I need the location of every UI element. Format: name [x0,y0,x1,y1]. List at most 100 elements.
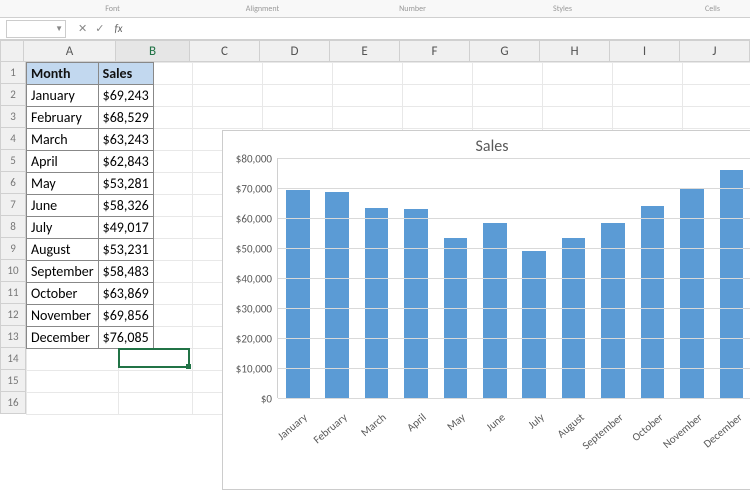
column-header-A[interactable]: A [24,40,116,62]
cell-sales[interactable]: $69,243 [98,85,153,107]
ribbon-group-label [450,4,525,17]
cell-month[interactable]: December [27,327,99,349]
cell-month[interactable]: July [27,217,99,239]
chart-xlabel: July [526,411,547,432]
cell-sales[interactable]: $53,281 [98,173,153,195]
cell-sales[interactable]: $62,843 [98,151,153,173]
cell-sales[interactable]: $58,326 [98,195,153,217]
row-header-4[interactable]: 4 [0,128,26,150]
chart-bar[interactable] [720,170,744,398]
row-headers: 12345678910111213141516 [0,62,26,414]
cell-sales[interactable]: $63,869 [98,283,153,305]
row-header-2[interactable]: 2 [0,84,26,106]
chart-bar[interactable] [365,208,389,398]
cell-month[interactable]: May [27,173,99,195]
column-header-C[interactable]: C [190,40,260,62]
cell-month[interactable]: April [27,151,99,173]
column-header-F[interactable]: F [400,40,470,62]
table-row[interactable]: September$58,483 [27,261,154,283]
cell-month[interactable]: February [27,107,99,129]
table-row[interactable]: July$49,017 [27,217,154,239]
chart-title: Sales [223,131,750,158]
column-header-J[interactable]: J [680,40,750,62]
chart-xlabel: January [275,411,310,443]
row-header-11[interactable]: 11 [0,282,26,304]
chart-plot-area: $0$10,000$20,000$30,000$40,000$50,000$60… [277,158,750,398]
table-row[interactable]: April$62,843 [27,151,154,173]
sales-chart[interactable]: Sales $0$10,000$20,000$30,000$40,000$50,… [222,130,750,490]
chart-bar[interactable] [680,188,704,398]
chart-gridline: $20,000 [278,338,750,339]
row-header-12[interactable]: 12 [0,304,26,326]
column-headers: ABCDEFGHIJ [0,40,750,62]
table-row[interactable]: June$58,326 [27,195,154,217]
cell-month[interactable]: November [27,305,99,327]
row-header-10[interactable]: 10 [0,260,26,282]
chart-bar[interactable] [641,206,665,398]
table-row[interactable]: May$53,281 [27,173,154,195]
column-header-D[interactable]: D [260,40,330,62]
formula-bar: ▼ ✕ ✓ fx [0,18,750,40]
table-header-month[interactable]: Month [27,63,99,85]
cell-sales[interactable]: $53,231 [98,239,153,261]
table-row[interactable]: August$53,231 [27,239,154,261]
row-header-9[interactable]: 9 [0,238,26,260]
chart-bar[interactable] [522,251,546,398]
cell-month[interactable]: January [27,85,99,107]
row-header-14[interactable]: 14 [0,348,26,370]
column-header-H[interactable]: H [540,40,610,62]
sales-table[interactable]: MonthSalesJanuary$69,243February$68,529M… [26,62,154,349]
row-header-8[interactable]: 8 [0,216,26,238]
row-header-15[interactable]: 15 [0,370,26,392]
select-all-corner[interactable] [0,40,24,62]
chart-bar[interactable] [562,238,586,398]
chart-gridline: $30,000 [278,308,750,309]
table-header-sales[interactable]: Sales [98,63,153,85]
row-header-3[interactable]: 3 [0,106,26,128]
row-header-7[interactable]: 7 [0,194,26,216]
table-row[interactable]: December$76,085 [27,327,154,349]
cell-sales[interactable]: $58,483 [98,261,153,283]
confirm-icon[interactable]: ✓ [95,22,104,35]
chart-gridline: $10,000 [278,368,750,369]
cell-month[interactable]: June [27,195,99,217]
column-header-G[interactable]: G [470,40,540,62]
chevron-down-icon[interactable]: ▼ [55,24,63,34]
column-header-E[interactable]: E [330,40,400,62]
chart-ylabel: $20,000 [236,333,278,346]
chart-bar[interactable] [444,238,468,398]
chart-bar[interactable] [404,209,428,398]
row-header-16[interactable]: 16 [0,392,26,414]
chart-ylabel: $40,000 [236,273,278,286]
ribbon-group-label: Cells [675,4,750,17]
table-row[interactable]: January$69,243 [27,85,154,107]
ribbon-group-label: Alignment [225,4,300,17]
cell-sales[interactable]: $69,856 [98,305,153,327]
cell-sales[interactable]: $63,243 [98,129,153,151]
name-box[interactable]: ▼ [6,20,66,38]
table-row[interactable]: March$63,243 [27,129,154,151]
row-header-1[interactable]: 1 [0,62,26,84]
chart-ylabel: $60,000 [236,213,278,226]
cell-sales[interactable]: $68,529 [98,107,153,129]
cell-sales[interactable]: $76,085 [98,327,153,349]
table-row[interactable]: October$63,869 [27,283,154,305]
ribbon-group-label [300,4,375,17]
column-header-I[interactable]: I [610,40,680,62]
cell-month[interactable]: September [27,261,99,283]
chart-bar[interactable] [483,223,507,398]
row-header-13[interactable]: 13 [0,326,26,348]
fx-icon[interactable]: fx [110,22,126,35]
formula-input[interactable] [127,20,750,38]
cell-month[interactable]: March [27,129,99,151]
column-header-B[interactable]: B [116,40,190,62]
table-row[interactable]: February$68,529 [27,107,154,129]
chart-bar[interactable] [286,190,310,398]
cancel-icon[interactable]: ✕ [78,22,87,35]
table-row[interactable]: November$69,856 [27,305,154,327]
row-header-6[interactable]: 6 [0,172,26,194]
cell-month[interactable]: August [27,239,99,261]
row-header-5[interactable]: 5 [0,150,26,172]
cell-sales[interactable]: $49,017 [98,217,153,239]
cell-month[interactable]: October [27,283,99,305]
